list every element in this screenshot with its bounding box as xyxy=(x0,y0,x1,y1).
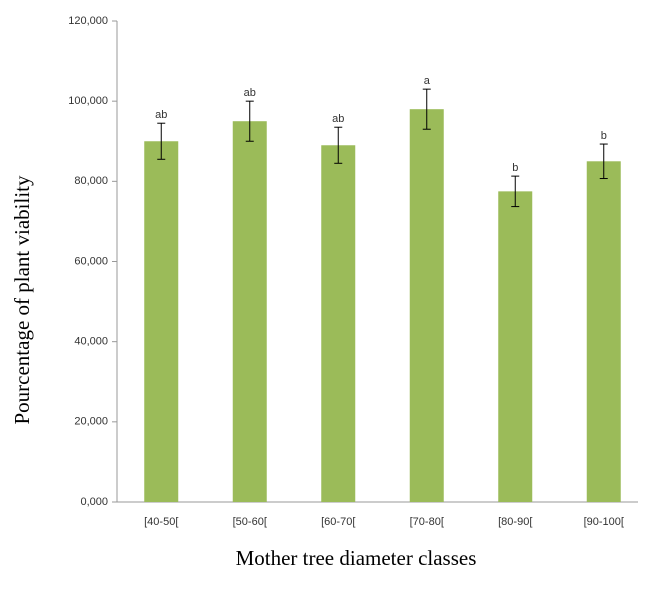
y-tick-label: 100,000 xyxy=(68,95,108,107)
x-tick-label: [70-80[ xyxy=(410,516,444,528)
annotation: ab xyxy=(332,113,344,125)
bar xyxy=(498,191,533,502)
bar xyxy=(144,141,179,502)
bar xyxy=(232,121,267,502)
y-tick-label: 20,000 xyxy=(74,416,108,428)
bar xyxy=(586,161,621,502)
y-tick-label: 80,000 xyxy=(74,175,108,187)
y-tick-label: 40,000 xyxy=(74,336,108,348)
annotation: ab xyxy=(244,87,256,99)
x-axis-label: Mother tree diameter classes xyxy=(236,546,477,570)
error-bar xyxy=(599,143,608,180)
y-axis-label: Pourcentage of plant viability xyxy=(10,175,34,425)
bar xyxy=(321,145,356,502)
x-tick-label: [40-50[ xyxy=(144,516,178,528)
error-bar xyxy=(422,88,431,130)
y-tick-label: 0,000 xyxy=(80,496,108,508)
error-bar xyxy=(511,175,520,208)
bar xyxy=(409,109,444,502)
x-tick-label: [80-90[ xyxy=(498,516,532,528)
error-bar xyxy=(157,122,166,160)
annotation: ab xyxy=(155,109,167,121)
error-bar xyxy=(334,126,343,164)
error-bar xyxy=(245,100,254,142)
annotation: a xyxy=(424,75,431,87)
x-tick-label: [90-100[ xyxy=(584,516,624,528)
y-tick-label: 120,000 xyxy=(68,15,108,27)
x-tick-label: [50-60[ xyxy=(233,516,267,528)
annotation: b xyxy=(601,130,607,142)
annotation: b xyxy=(512,162,518,174)
x-tick-label: [60-70[ xyxy=(321,516,355,528)
y-tick-label: 60,000 xyxy=(74,255,108,267)
